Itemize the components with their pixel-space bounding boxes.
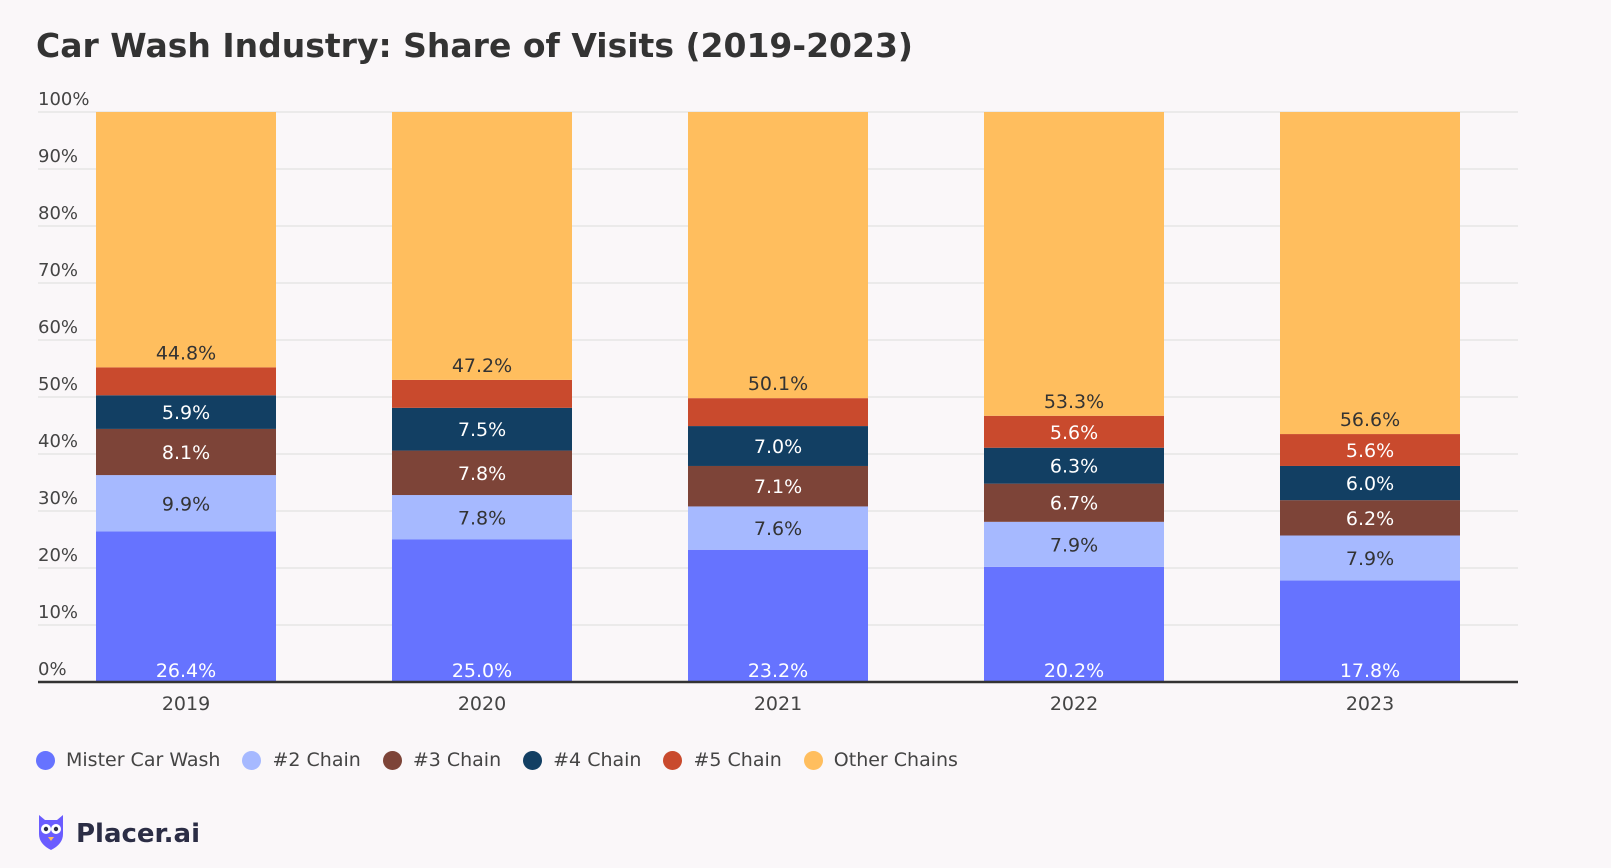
bar-segment [96, 112, 276, 368]
data-label: 53.3% [1044, 391, 1104, 413]
brand-name: Placer.ai [76, 819, 201, 849]
bar-segment [96, 531, 276, 682]
data-label: 6.7% [1050, 493, 1098, 515]
chart-title: Car Wash Industry: Share of Visits (2019… [36, 26, 914, 65]
owl-logo-icon [36, 812, 66, 856]
y-tick-label: 50% [38, 374, 78, 395]
bar-segment [984, 566, 1164, 682]
bar-segment [688, 506, 868, 550]
data-label: 7.0% [754, 436, 802, 458]
data-label: 5.6% [1050, 422, 1098, 444]
bar-segment [688, 398, 868, 427]
data-label: 47.2% [452, 355, 512, 377]
y-tick-label: 70% [38, 260, 78, 281]
legend-swatch [36, 750, 55, 770]
y-tick-label: 40% [38, 431, 78, 452]
data-label: 5.6% [1346, 440, 1394, 462]
x-tick-label: 2022 [1050, 693, 1098, 715]
data-label: 7.9% [1346, 548, 1394, 570]
data-label: 7.8% [458, 463, 506, 485]
data-label: 9.9% [162, 493, 210, 515]
bar-segment [392, 495, 572, 540]
data-label: 7.9% [1050, 534, 1098, 556]
data-label: 20.2% [1044, 660, 1104, 682]
legend-swatch [663, 750, 683, 770]
bar-segment [96, 395, 276, 429]
data-label: 6.3% [1050, 456, 1098, 478]
bar-segment [984, 447, 1164, 484]
x-tick-label: 2019 [162, 693, 210, 715]
y-tick-label: 90% [38, 146, 78, 167]
bar-segment [984, 521, 1164, 567]
legend-item: #4 Chain [523, 749, 641, 771]
data-label: 5.9% [162, 402, 210, 424]
x-tick-label: 2023 [1346, 693, 1394, 715]
data-label: 23.2% [748, 660, 808, 682]
bar-segment [392, 450, 572, 496]
legend-item: #2 Chain [242, 749, 361, 771]
data-label: 25.0% [452, 660, 512, 682]
stacked-bar-chart: 0% 10% 20% 30% 40% 50% 60% 70% 80% 90% 100% 26.4% 9.… [38, 89, 1518, 715]
x-tick-label: 2021 [754, 693, 802, 715]
chart-legend: Mister Car Wash #2 Chain #3 Chain #4 Chain #… [36, 749, 980, 771]
bar-segment [1280, 580, 1460, 682]
bar-segment [392, 112, 572, 380]
bar-segment [392, 539, 572, 682]
brand-footer: Placer.ai [36, 812, 200, 856]
legend-label: #3 Chain [412, 749, 502, 771]
y-tick-label: 20% [38, 545, 78, 566]
bar-segment [96, 475, 276, 532]
bar-segment [1280, 535, 1460, 581]
bar-segment [96, 428, 276, 476]
legend-swatch [382, 750, 402, 770]
bar-segment [1280, 112, 1460, 435]
legend-swatch [523, 750, 543, 770]
legend-swatch [803, 750, 823, 770]
legend-item: Other Chains [803, 749, 958, 771]
bar-segment [1280, 465, 1460, 501]
bar-segment [392, 407, 572, 451]
bar-segment [688, 112, 868, 399]
bar-segment [984, 483, 1164, 522]
bar-segment [688, 465, 868, 507]
legend-label: Mister Car Wash [66, 749, 221, 771]
legend-item: #5 Chain [663, 749, 782, 771]
data-label: 50.1% [748, 373, 808, 395]
data-label: 7.5% [458, 419, 506, 441]
data-label: 17.8% [1340, 660, 1400, 682]
legend-item: Mister Car Wash [36, 749, 220, 771]
x-tick-label: 2020 [458, 693, 506, 715]
bar-segment [96, 367, 276, 396]
legend-label: #5 Chain [693, 749, 782, 771]
y-tick-label: 100% [38, 89, 89, 110]
y-tick-label: 0% [38, 659, 67, 680]
data-label: 26.4% [156, 660, 216, 682]
data-label: 44.8% [156, 342, 216, 364]
data-label: 7.1% [754, 476, 802, 498]
legend-item: #3 Chain [382, 749, 502, 771]
bar-segment [392, 379, 572, 408]
data-label: 7.8% [458, 507, 506, 529]
legend-label: Other Chains [833, 749, 958, 771]
bar-segment [1280, 434, 1460, 466]
data-label: 6.2% [1346, 508, 1394, 530]
legend-label: #2 Chain [272, 749, 361, 771]
data-label: 56.6% [1340, 409, 1400, 431]
bar-segment [688, 549, 868, 682]
bar-segment [688, 426, 868, 466]
bar-segment [984, 415, 1164, 448]
legend-swatch [242, 750, 262, 770]
y-tick-label: 30% [38, 488, 78, 509]
bar-segment [1280, 500, 1460, 536]
y-tick-label: 60% [38, 317, 78, 338]
legend-label: #4 Chain [553, 749, 642, 771]
y-tick-label: 10% [38, 602, 78, 623]
bar-segment [984, 112, 1164, 416]
y-tick-label: 80% [38, 203, 78, 224]
data-label: 8.1% [162, 442, 210, 464]
data-label: 6.0% [1346, 473, 1394, 495]
data-label: 7.6% [754, 518, 802, 540]
